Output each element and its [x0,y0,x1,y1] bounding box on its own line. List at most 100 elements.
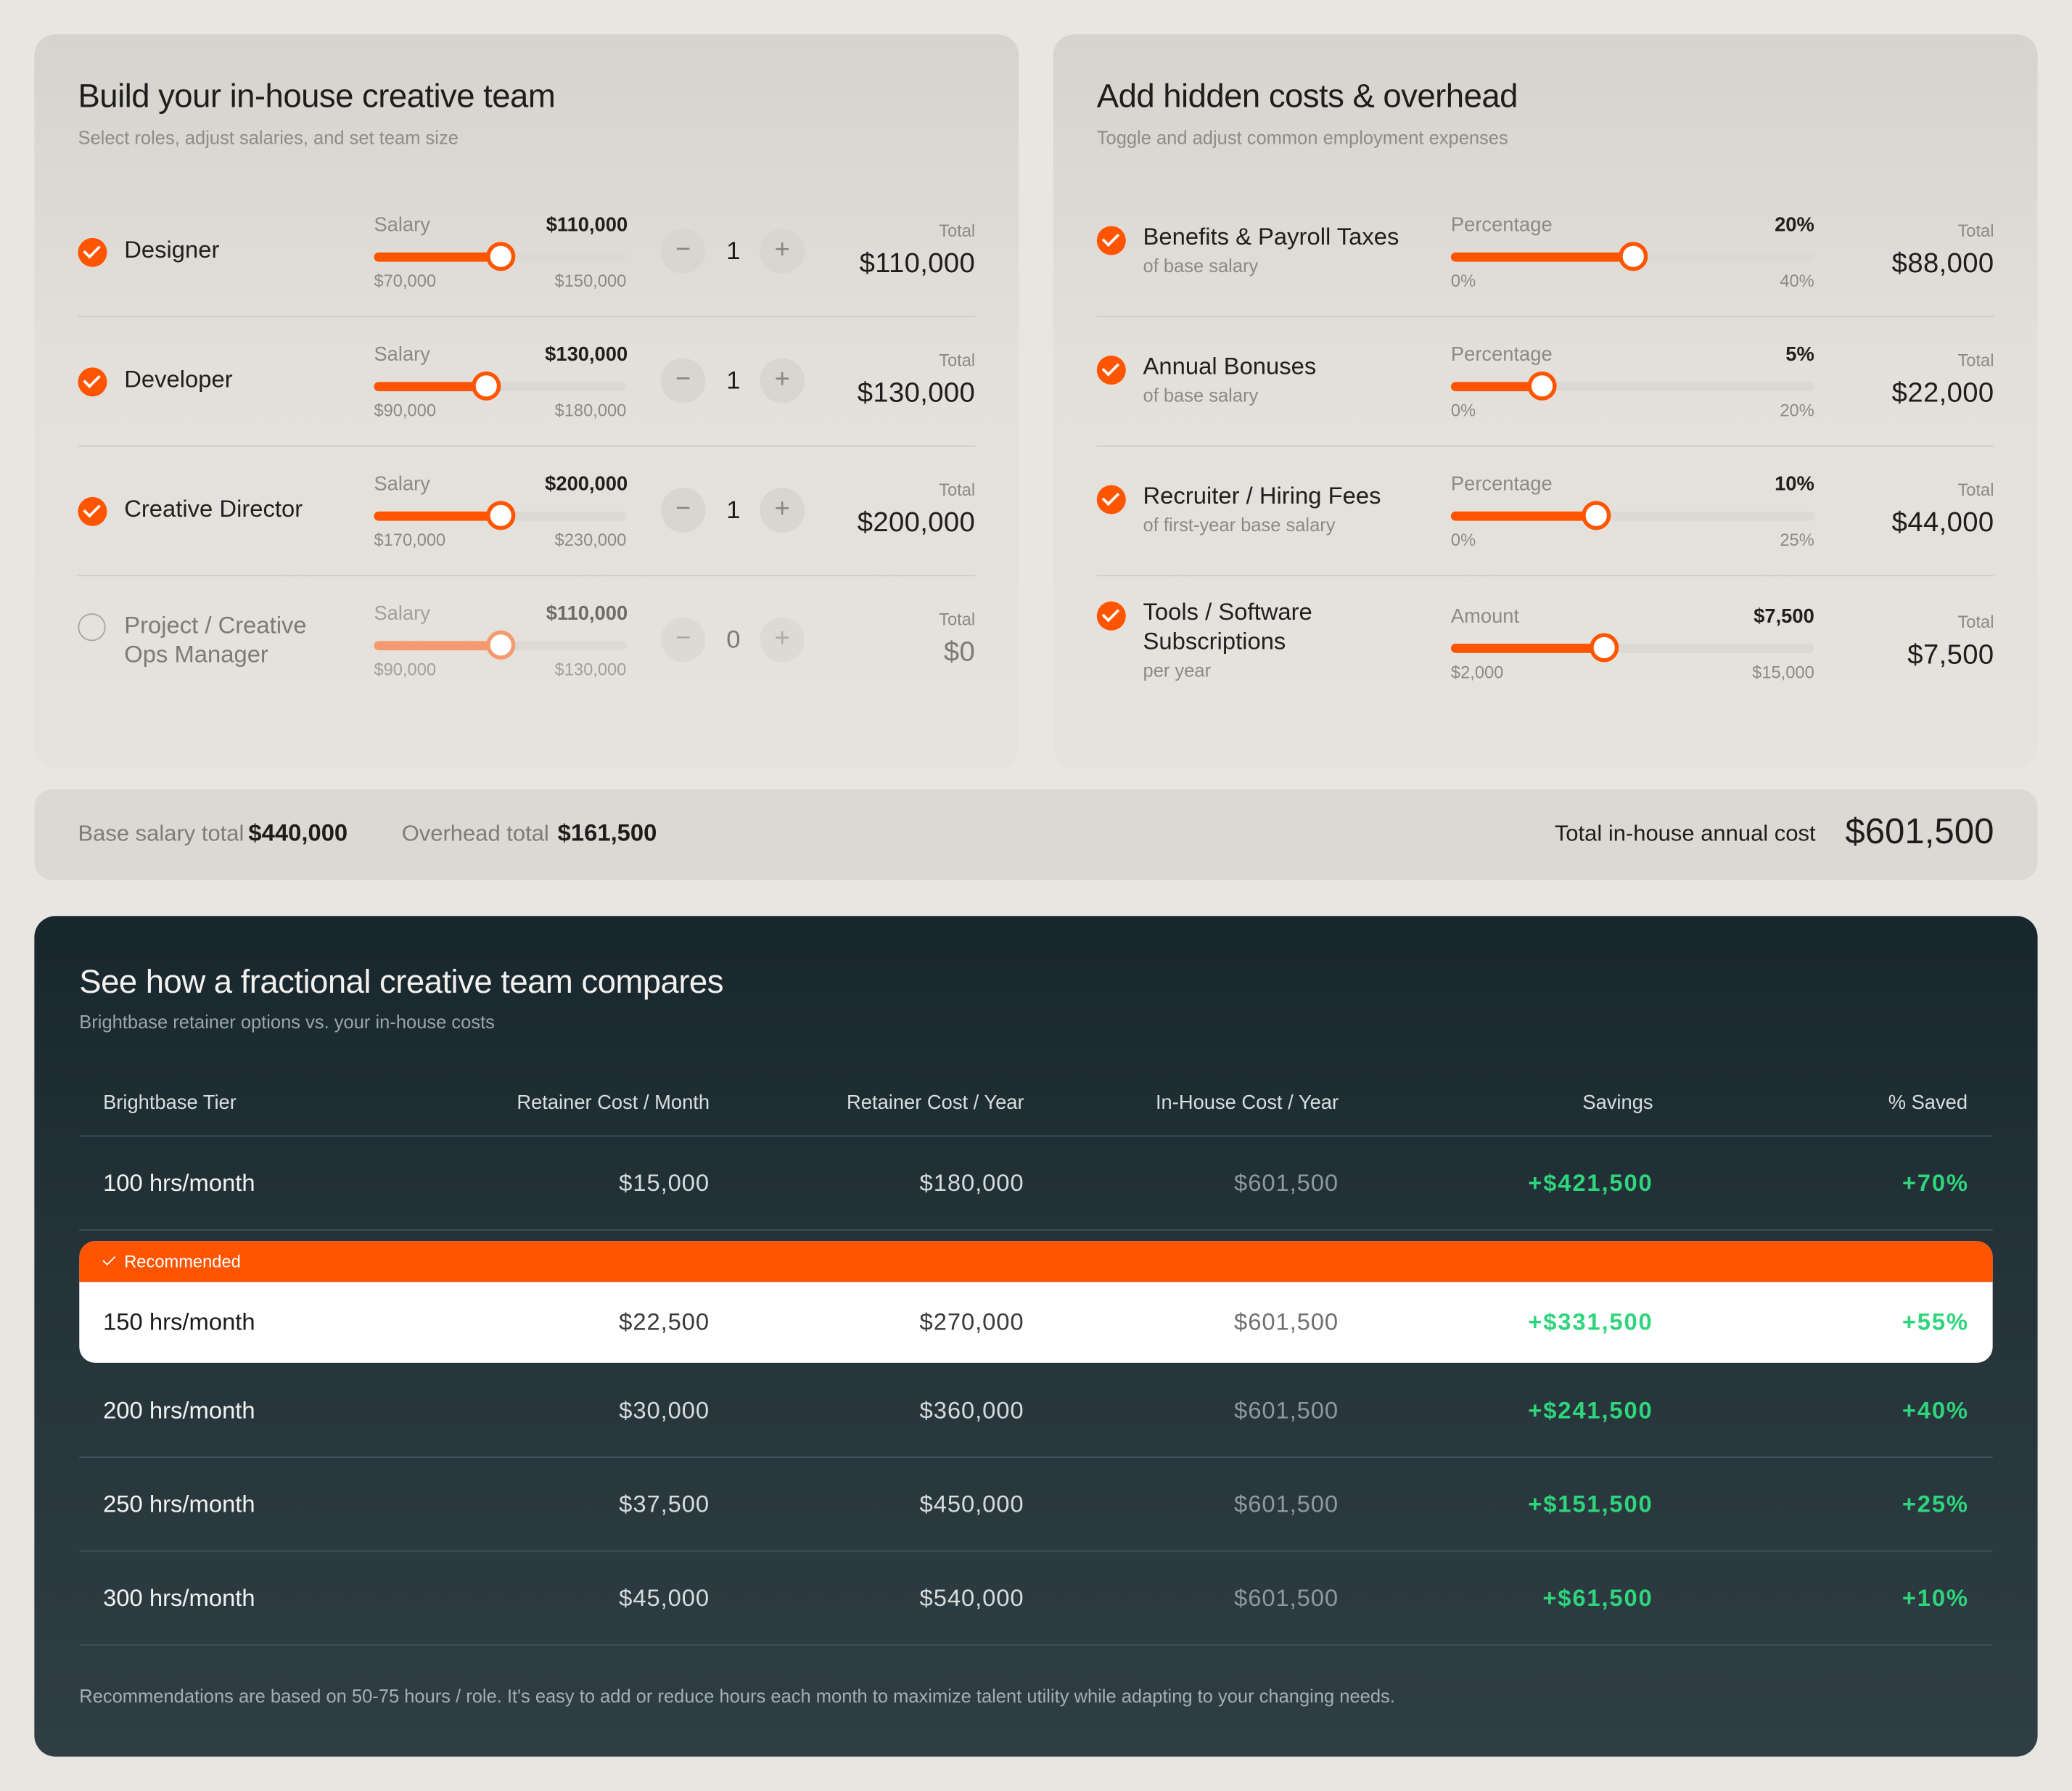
developer-increment-button[interactable]: + [760,358,805,403]
creative-director-decrement-button[interactable]: − [660,488,706,533]
table-row: 150 hrs/month $22,500 $270,000 $601,500 … [79,1282,1992,1363]
ops-manager-salary-slider[interactable] [374,630,627,660]
table-row[interactable]: 250 hrs/month $37,500 $450,000 $601,500 … [79,1458,1993,1552]
inhouse-year: $601,500 [1234,1491,1339,1517]
slider-fill [1450,382,1542,392]
bonuses-slider[interactable] [1450,371,1814,401]
header-tier: Brightbase Tier [103,1091,237,1115]
role-name: Designer [124,237,220,263]
slider-handle[interactable] [1582,501,1611,530]
header-inhouse: In-House Cost / Year [1155,1091,1339,1115]
total-label: Total [939,609,976,629]
retainer-month: $45,000 [619,1584,710,1612]
salary-label: Salary [374,602,430,626]
pct-saved: +70% [1902,1169,1969,1197]
tier-name: 150 hrs/month [103,1308,255,1335]
savings: +$61,500 [1542,1584,1653,1612]
recruiter-checkbox[interactable] [1096,485,1126,515]
slider-handle[interactable] [471,371,501,401]
recommended-label: Recommended [124,1251,241,1272]
role-row-ops-manager: Project / Creative Ops Manager Salary $1… [78,578,975,706]
pct-saved: +55% [1902,1308,1969,1335]
creative-director-salary-slider[interactable] [374,501,627,530]
inhouse-year: $601,500 [1234,1308,1339,1335]
table-row[interactable]: 100 hrs/month $15,000 $180,000 $601,500 … [79,1136,1993,1231]
comparison-panel: See how a fractional creative team compa… [34,916,2038,1757]
creative-director-checkbox[interactable] [78,496,107,526]
slider-handle[interactable] [1527,371,1557,401]
overhead-label: Overhead total [401,821,549,846]
retainer-month: $22,500 [619,1308,710,1335]
ops-manager-total: $0 [943,636,976,668]
range-max: 25% [1780,530,1814,550]
ops-manager-decrement-button[interactable]: − [660,617,706,663]
cost-name-line2: Subscriptions [1143,628,1286,655]
developer-total: $130,000 [857,377,976,409]
slider-fill [374,252,501,262]
table-row[interactable]: 300 hrs/month $45,000 $540,000 $601,500 … [79,1552,1993,1646]
ops-manager-checkbox[interactable] [78,613,106,642]
developer-checkbox[interactable] [78,367,107,397]
designer-increment-button[interactable]: + [760,229,805,274]
slider-handle[interactable] [485,242,515,271]
retainer-month: $37,500 [619,1491,710,1517]
retainer-year: $360,000 [919,1397,1024,1424]
header-savings: Savings [1582,1091,1653,1115]
designer-salary-slider[interactable] [374,242,627,271]
range-min: 0% [1450,530,1476,550]
percentage-label: Percentage [1450,343,1553,366]
developer-salary-slider[interactable] [374,371,627,401]
slider-handle[interactable] [485,501,515,530]
role-row-designer: Designer Salary $110,000 $70,000 $150,00… [78,189,975,318]
total-label: Total [1957,480,1994,500]
slider-handle[interactable] [1590,633,1619,663]
ops-manager-increment-button[interactable]: + [760,617,805,663]
tier-name: 100 hrs/month [103,1169,255,1197]
range-min: 0% [1450,271,1476,291]
total-label: Total [1957,612,1994,632]
header-divider [79,1135,1993,1137]
designer-decrement-button[interactable]: − [660,229,706,274]
developer-decrement-button[interactable]: − [660,358,706,403]
tools-checkbox[interactable] [1096,601,1126,631]
slider-handle[interactable] [485,630,515,660]
role-name-line1: Project / Creative [124,612,307,639]
tools-slider[interactable] [1450,633,1814,663]
slider-fill [374,382,486,392]
cost-row-tools: Tools / Software Subscriptions per year … [1096,578,1994,706]
salary-min: $170,000 [374,530,446,550]
salary-label: Salary [374,473,430,496]
benefits-checkbox[interactable] [1096,226,1126,255]
total-label: Total [1957,350,1994,370]
slider-fill [1450,511,1597,521]
role-row-creative-director: Creative Director Salary $200,000 $170,0… [78,448,975,577]
salary-max: $180,000 [554,400,627,421]
bonuses-checkbox[interactable] [1096,355,1126,385]
inhouse-year: $601,500 [1234,1584,1339,1612]
retainer-month: $15,000 [619,1169,710,1197]
benefits-slider[interactable] [1450,242,1814,271]
total-label: Total [1957,221,1994,241]
percentage-value: 20% [1775,214,1814,237]
pct-saved: +40% [1902,1397,1969,1424]
savings: +$241,500 [1528,1397,1653,1424]
recruiter-slider[interactable] [1450,501,1814,530]
role-row-developer: Developer Salary $130,000 $90,000 $180,0… [78,319,975,447]
salary-label: Salary [374,343,430,366]
creative-director-increment-button[interactable]: + [760,488,805,533]
retainer-year: $180,000 [919,1169,1024,1197]
recommended-row[interactable]: Recommended 150 hrs/month $22,500 $270,0… [79,1241,1993,1363]
inhouse-year: $601,500 [1234,1397,1339,1424]
header-year: Retainer Cost / Year [847,1091,1024,1115]
salary-value: $110,000 [546,214,628,237]
header-pct-saved: % Saved [1888,1091,1968,1115]
cost-name: Recruiter / Hiring Fees [1143,482,1381,509]
table-row[interactable]: 200 hrs/month $30,000 $360,000 $601,500 … [79,1364,1993,1459]
designer-checkbox[interactable] [78,237,107,267]
team-title: Build your in-house creative team [78,78,556,115]
slider-handle[interactable] [1618,242,1648,271]
salary-value: $200,000 [545,473,628,496]
cost-row-recruiter: Recruiter / Hiring Fees of first-year ba… [1096,448,1994,577]
cost-note: of base salary [1143,255,1259,276]
cost-name: Benefits & Payroll Taxes [1143,223,1399,250]
